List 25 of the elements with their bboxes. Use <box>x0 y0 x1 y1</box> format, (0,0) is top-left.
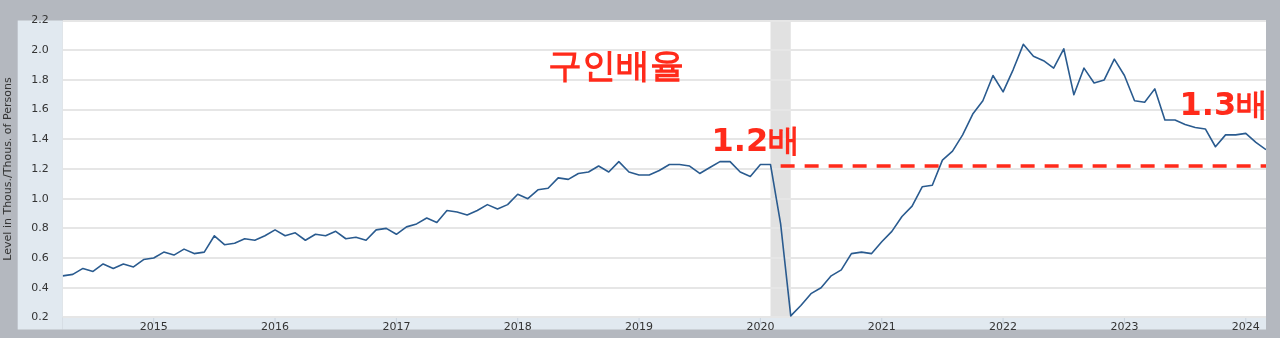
y-tick-label: 0.6 <box>31 250 49 264</box>
y-tick-label: 0.8 <box>31 221 49 235</box>
y-tick-label: 1.6 <box>31 102 49 116</box>
x-tick-label: 2015 <box>139 319 168 333</box>
x-tick-label: 2019 <box>625 319 654 333</box>
x-tick-label: 2021 <box>867 319 896 333</box>
x-tick-label: 2023 <box>1110 319 1139 333</box>
y-tick-label: 0.4 <box>31 280 49 294</box>
y-tick-label: 2.0 <box>31 43 49 57</box>
x-tick-label: 2024 <box>1231 319 1260 333</box>
y-tick-label: 1.8 <box>31 72 49 86</box>
y-tick-label: 1.0 <box>31 191 49 205</box>
text: 구인배율 <box>548 45 685 86</box>
y-tick-label: 1.2 <box>31 161 49 175</box>
annotation: 1.3배 <box>1179 84 1269 123</box>
x-tick-label: 2018 <box>503 319 532 333</box>
y-tick-label: 1.4 <box>31 132 49 146</box>
y-tick-label: 0.2 <box>31 310 49 324</box>
x-tick-label: 2017 <box>382 319 411 333</box>
x-tick-label: 2022 <box>989 319 1018 333</box>
x-tick-label: 2020 <box>746 319 775 333</box>
y-tick-label: 2.2 <box>31 13 49 27</box>
x-tick-label: 2016 <box>261 319 290 333</box>
y-axis-title: Level in Thous./Thous. of Persons <box>1 77 15 261</box>
annotation: 1.2배 <box>711 120 801 159</box>
